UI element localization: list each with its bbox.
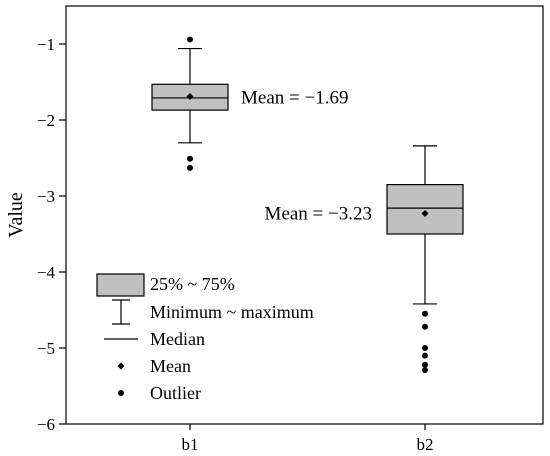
mean-annotation: Mean = −3.23 xyxy=(265,203,372,224)
x-tick-label: b1 xyxy=(182,435,199,454)
outlier-point xyxy=(422,323,428,330)
legend-mean-swatch xyxy=(117,362,125,370)
x-tick-label: b2 xyxy=(417,435,434,454)
legend-label: Minimum ~ maximum xyxy=(150,302,314,322)
outlier-point xyxy=(187,155,193,162)
box-b1 xyxy=(151,36,229,171)
legend-item-whisker: Minimum ~ maximum xyxy=(112,299,314,325)
legend-label: Mean xyxy=(150,356,191,376)
outlier-point xyxy=(422,361,428,368)
y-axis-title: Value xyxy=(5,192,27,238)
legend-item-dot: Outlier xyxy=(118,383,201,403)
y-tick-label: −6 xyxy=(37,415,55,434)
iqr-box xyxy=(386,184,464,235)
legend-label: 25% ~ 75% xyxy=(150,274,235,294)
legend-item-box: 25% ~ 75% xyxy=(96,273,235,297)
outlier-point xyxy=(422,367,428,374)
mean-marker xyxy=(186,92,194,100)
legend-item-diamond: Mean xyxy=(117,356,191,376)
annotations-group: Mean = −1.69 Mean = −3.23 xyxy=(241,87,372,224)
legend: 25% ~ 75% Minimum ~ maximum Median Mean Outl… xyxy=(96,273,314,403)
legend-label: Outlier xyxy=(150,383,201,403)
boxes-group xyxy=(151,36,464,374)
plot-frame xyxy=(65,5,544,425)
x-axis: b1 b2 xyxy=(182,424,434,454)
mean-marker xyxy=(421,209,429,217)
outlier-point xyxy=(422,352,428,359)
legend-outlier-swatch xyxy=(118,390,124,396)
outlier-point xyxy=(187,36,193,43)
outlier-point xyxy=(422,310,428,317)
y-axis: −1 −2 −3 −4 −5 −6 xyxy=(37,35,66,434)
y-tick-label: −4 xyxy=(37,263,56,282)
box-b2 xyxy=(386,145,464,374)
y-tick-label: −5 xyxy=(37,339,55,358)
outlier-point xyxy=(187,164,193,171)
y-tick-label: −2 xyxy=(37,111,55,130)
legend-box-swatch xyxy=(96,273,145,297)
outlier-point xyxy=(422,345,428,351)
legend-label: Median xyxy=(150,329,205,349)
y-tick-label: −1 xyxy=(37,35,55,54)
y-tick-label: −3 xyxy=(37,187,55,206)
legend-item-line: Median xyxy=(104,329,205,349)
mean-annotation: Mean = −1.69 xyxy=(241,87,348,108)
